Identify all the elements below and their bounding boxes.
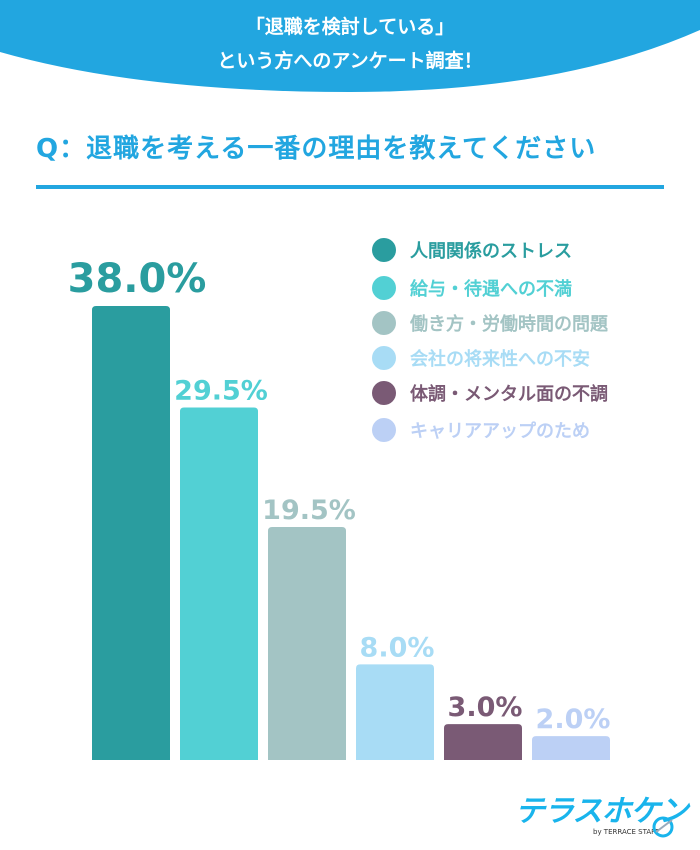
bar-5 (444, 724, 522, 760)
legend-swatch (372, 238, 396, 262)
logo: テラスホケン (515, 794, 688, 829)
bar-2 (180, 407, 258, 760)
logo-mark-icon (652, 816, 674, 838)
bar-1 (92, 306, 170, 760)
data-label-4: 8.0% (360, 632, 435, 663)
legend-label: キャリアアップのため (410, 421, 590, 442)
data-label-2: 29.5% (174, 376, 268, 407)
bar-4 (356, 664, 434, 760)
legend-label: 会社の将来性への不安 (410, 349, 590, 370)
legend-item: 人間関係のストレス (372, 238, 572, 262)
legend-label: 体調・メンタル面の不調 (410, 384, 608, 405)
bar-chart: 38.0% 29.5% 19.5% 8.0% 3.0% 2.0% (68, 256, 611, 760)
legend-item: 会社の将来性への不安 (372, 346, 590, 370)
legend-swatch (372, 418, 396, 442)
data-label-6: 2.0% (536, 704, 611, 735)
legend-item: 給与・待遇への不満 (372, 276, 572, 300)
legend-item: 体調・メンタル面の不調 (372, 381, 608, 405)
legend-label: 給与・待遇への不満 (410, 279, 572, 300)
legend-item: 働き方・労働時間の問題 (372, 311, 608, 335)
header-banner (0, 0, 700, 92)
data-label-1: 38.0% (68, 256, 207, 302)
legend-swatch (372, 311, 396, 335)
question-title: Q：退職を考える一番の理由を教えてください (36, 134, 597, 164)
legend-swatch (372, 346, 396, 370)
legend-label: 働き方・労働時間の問題 (410, 314, 608, 335)
header-line2: という方へのアンケート調査！ (217, 50, 483, 72)
bar-3 (268, 527, 346, 760)
legend-item: キャリアアップのため (372, 418, 590, 442)
bar-6 (532, 736, 610, 760)
data-label-5: 3.0% (448, 692, 523, 723)
logo-sub: by TERRACE STAFF (593, 828, 660, 836)
title-rule (36, 185, 664, 189)
legend-swatch (372, 381, 396, 405)
data-label-3: 19.5% (262, 495, 356, 526)
legend-label: 人間関係のストレス (410, 241, 572, 262)
legend-swatch (372, 276, 396, 300)
header-line1: 「退職を検討している」 (245, 16, 455, 38)
